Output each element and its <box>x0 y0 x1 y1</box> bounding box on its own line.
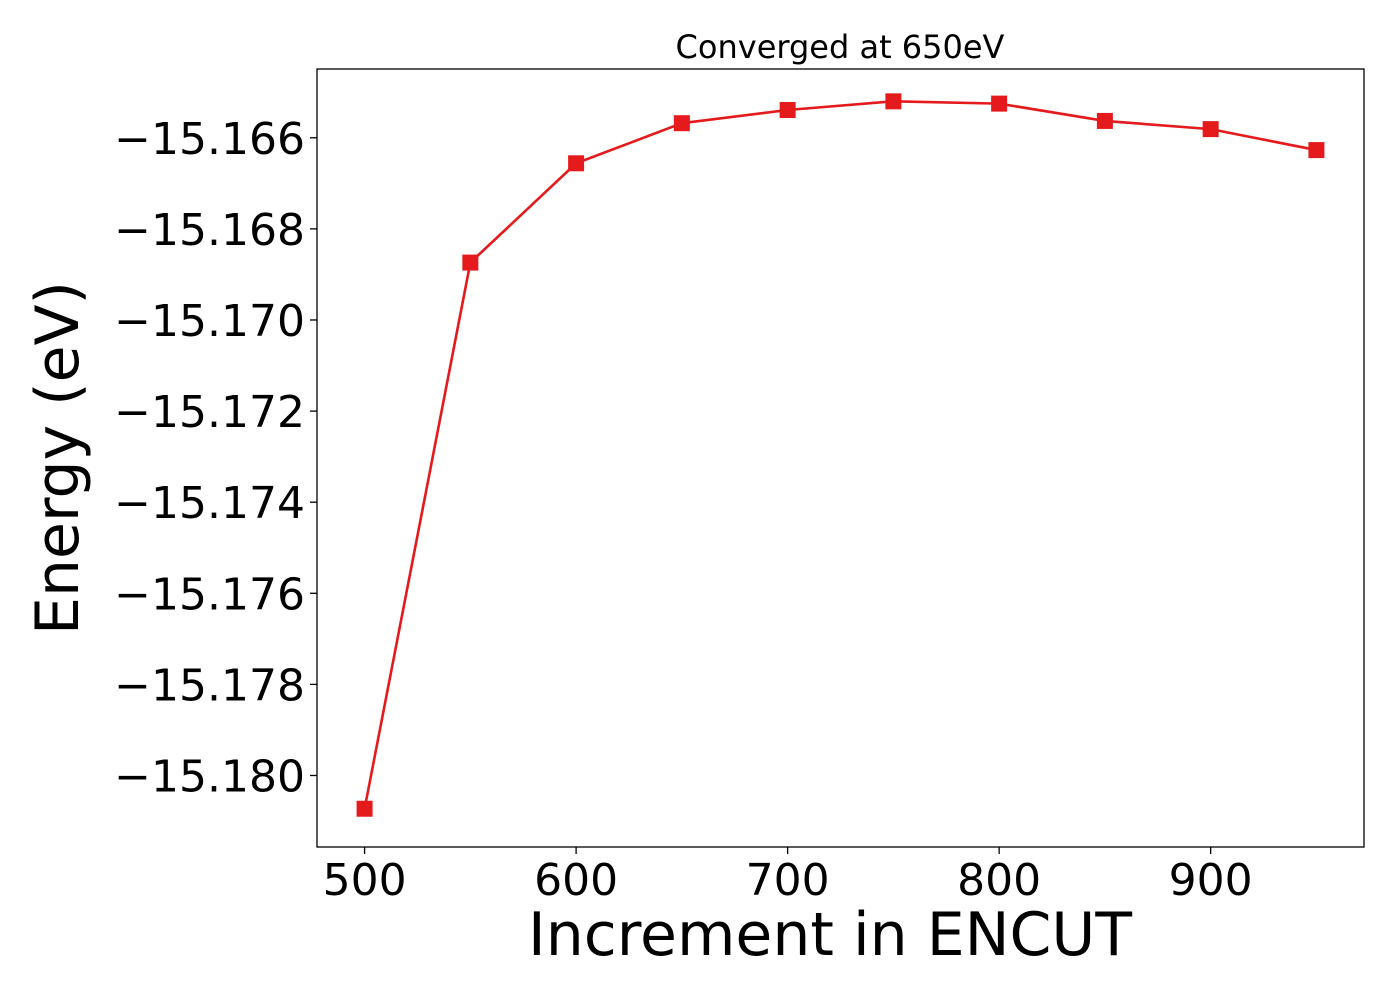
data-point-marker <box>991 95 1008 112</box>
data-point-marker <box>779 101 796 118</box>
y-tick-label: −15.168 <box>114 205 305 256</box>
data-point-marker <box>1202 121 1219 138</box>
y-tick-label: −15.178 <box>114 660 305 711</box>
x-axis-label: Increment in ENCUT <box>528 900 1132 970</box>
plot-area-frame <box>316 68 1365 848</box>
x-tick-label: 500 <box>323 855 407 906</box>
data-point-marker <box>356 800 373 817</box>
data-point-marker <box>885 93 902 110</box>
x-axis-ticks: 500 600 700 800 900 <box>323 847 1253 906</box>
y-axis-ticks: −15.166 −15.168 −15.170 −15.172 −15.174 −15.1… <box>114 114 317 802</box>
chart-title: Converged at 650eV <box>676 28 1005 66</box>
x-tick-label: 900 <box>1169 855 1253 906</box>
y-tick-label: −15.166 <box>114 114 305 165</box>
data-point-marker <box>673 115 690 132</box>
data-point-marker <box>462 254 479 271</box>
x-tick-label: 800 <box>957 855 1041 906</box>
y-tick-label: −15.176 <box>114 569 305 620</box>
y-tick-label: −15.180 <box>114 751 305 802</box>
data-point-marker <box>1308 142 1325 159</box>
data-point-marker <box>1096 112 1113 129</box>
series-layer <box>356 93 1325 817</box>
data-point-marker <box>568 155 585 172</box>
series-line <box>363 100 1317 809</box>
y-tick-label: −15.170 <box>114 296 305 347</box>
x-tick-label: 600 <box>534 855 618 906</box>
x-tick-label: 700 <box>746 855 830 906</box>
y-tick-label: −15.174 <box>114 478 305 529</box>
y-axis-label: Energy (eV) <box>23 281 93 635</box>
y-tick-label: −15.172 <box>114 387 305 438</box>
